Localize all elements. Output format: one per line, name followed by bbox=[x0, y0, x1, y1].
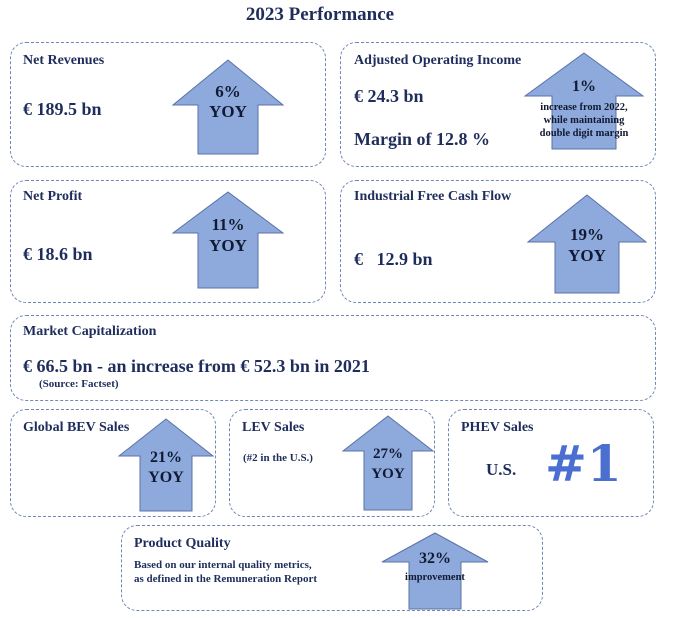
net-revenues-pct: 6% bbox=[215, 82, 241, 101]
global-bev-sales-pct: 21% bbox=[150, 449, 182, 466]
market-capitalization-source: (Source: Factset) bbox=[39, 378, 119, 390]
product-quality-description-1: Based on our internal quality metrics, bbox=[134, 559, 312, 571]
product-quality-heading: Product Quality bbox=[134, 536, 231, 551]
net-revenues-card: Net Revenues € 189.5 bn 6% YOY bbox=[10, 42, 326, 167]
lev-sales-heading: LEV Sales bbox=[242, 420, 305, 435]
industrial-free-cash-flow-card: Industrial Free Cash Flow € 12.9 bn 19% … bbox=[340, 180, 656, 303]
phev-sales-card: PHEV Sales U.S. #1 bbox=[448, 409, 654, 517]
up-arrow-icon: 1% increase from 2022, while maintaining… bbox=[524, 52, 644, 150]
up-arrow-icon: 11% YOY bbox=[172, 191, 284, 289]
page-title: 2023 Performance bbox=[245, 4, 395, 25]
global-bev-sales-card: Global BEV Sales 21% YOY bbox=[10, 409, 216, 517]
adjusted-operating-income-card: Adjusted Operating Income € 24.3 bn Marg… bbox=[340, 42, 656, 167]
net-profit-card: Net Profit € 18.6 bn 11% YOY bbox=[10, 180, 326, 303]
product-quality-label: improvement bbox=[405, 572, 465, 583]
industrial-free-cash-flow-value: € 12.9 bn bbox=[354, 249, 433, 269]
lev-sales-pct: 27% bbox=[373, 446, 403, 462]
market-capitalization-heading: Market Capitalization bbox=[23, 324, 157, 339]
market-capitalization-value: € 66.5 bn - an increase from € 52.3 bn i… bbox=[23, 356, 370, 376]
net-profit-value: € 18.6 bn bbox=[23, 244, 93, 264]
adjusted-operating-income-note-2: while maintaining bbox=[543, 115, 625, 126]
product-quality-card: Product Quality Based on our internal qu… bbox=[121, 525, 543, 611]
adjusted-operating-income-heading: Adjusted Operating Income bbox=[354, 53, 522, 68]
adjusted-operating-income-margin: Margin of 12.8 % bbox=[354, 129, 490, 149]
lev-sales-card: LEV Sales (#2 in the U.S.) 27% YOY bbox=[229, 409, 435, 517]
net-revenues-value: € 189.5 bn bbox=[23, 99, 102, 119]
product-quality-description-2: as defined in the Remuneration Report bbox=[134, 573, 318, 585]
net-revenues-yoy: YOY bbox=[209, 102, 247, 121]
global-bev-sales-yoy: YOY bbox=[148, 469, 184, 486]
phev-sales-rank: #1 bbox=[545, 434, 622, 493]
lev-sales-yoy: YOY bbox=[371, 466, 405, 482]
adjusted-operating-income-note-3: double digit margin bbox=[539, 128, 629, 139]
net-profit-heading: Net Profit bbox=[23, 189, 83, 204]
industrial-free-cash-flow-yoy: YOY bbox=[568, 246, 606, 265]
up-arrow-icon: 27% YOY bbox=[342, 415, 434, 511]
up-arrow-icon: 32% improvement bbox=[381, 532, 489, 610]
up-arrow-icon: 19% YOY bbox=[527, 194, 647, 294]
up-arrow-icon: 6% YOY bbox=[172, 59, 284, 155]
industrial-free-cash-flow-heading: Industrial Free Cash Flow bbox=[354, 189, 512, 204]
net-profit-yoy: YOY bbox=[209, 236, 247, 255]
global-bev-sales-heading: Global BEV Sales bbox=[23, 420, 130, 435]
industrial-free-cash-flow-pct: 19% bbox=[570, 225, 604, 244]
up-arrow-icon: 21% YOY bbox=[118, 418, 214, 512]
net-revenues-heading: Net Revenues bbox=[23, 53, 105, 68]
market-capitalization-card: Market Capitalization € 66.5 bn - an inc… bbox=[10, 315, 656, 401]
adjusted-operating-income-pct: 1% bbox=[572, 78, 596, 95]
adjusted-operating-income-value: € 24.3 bn bbox=[354, 86, 424, 106]
net-profit-pct: 11% bbox=[211, 215, 245, 234]
lev-sales-subtitle: (#2 in the U.S.) bbox=[243, 452, 313, 464]
phev-sales-heading: PHEV Sales bbox=[461, 420, 534, 435]
phev-sales-region: U.S. bbox=[486, 460, 517, 479]
adjusted-operating-income-note-1: increase from 2022, bbox=[540, 102, 628, 113]
product-quality-pct: 32% bbox=[419, 550, 451, 567]
